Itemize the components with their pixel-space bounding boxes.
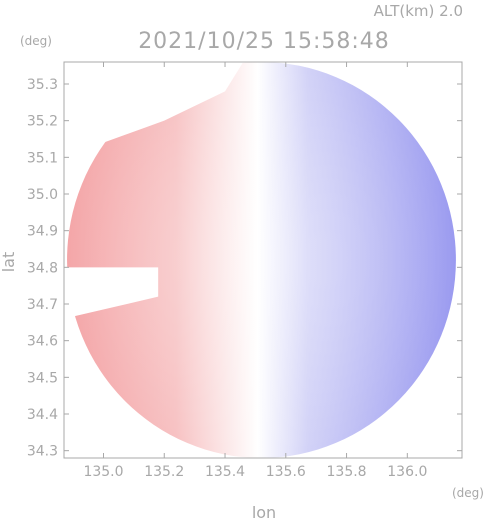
y-tick-label: 35.1 — [27, 150, 58, 166]
y-axis: 34.3 34.4 34.5 34.6 34.7 34.8 34.9 35.0 35.1 35.2… — [27, 77, 462, 460]
y-tick-label: 35.2 — [27, 114, 58, 130]
x-axis-label: lon — [252, 503, 276, 521]
radar-velocity-field — [64, 62, 456, 458]
y-tick-label: 35.0 — [27, 187, 58, 203]
x-tick-label: 135.6 — [266, 464, 306, 480]
chart-title: 2021/10/25 15:58:48 — [138, 29, 390, 54]
y-tick-label: 34.7 — [27, 297, 58, 313]
x-unit-label: (deg) — [452, 486, 484, 500]
no-data-north — [64, 62, 244, 158]
x-tick-label: 136.0 — [387, 464, 427, 480]
x-tick-label: 135.4 — [205, 464, 245, 480]
y-axis-label: lat — [0, 252, 18, 273]
y-tick-label: 34.8 — [27, 260, 58, 276]
x-tick-label: 135.2 — [144, 464, 184, 480]
y-unit-label: (deg) — [20, 34, 52, 48]
x-axis: 135.0 135.2 135.4 135.6 135.8 136.0 — [83, 62, 427, 480]
x-tick-label: 135.8 — [327, 464, 367, 480]
x-tick-label: 135.0 — [83, 464, 123, 480]
y-tick-label: 34.4 — [27, 407, 58, 423]
y-tick-label: 34.6 — [27, 334, 58, 350]
y-tick-label: 35.3 — [27, 77, 58, 93]
y-tick-label: 34.9 — [27, 224, 58, 240]
no-data-notch — [64, 267, 159, 319]
altitude-label: ALT(km) 2.0 — [374, 2, 463, 20]
y-tick-label: 34.3 — [27, 444, 58, 460]
radar-shade — [67, 62, 456, 458]
y-tick-label: 34.5 — [27, 370, 58, 386]
plot-frame — [63, 61, 463, 459]
